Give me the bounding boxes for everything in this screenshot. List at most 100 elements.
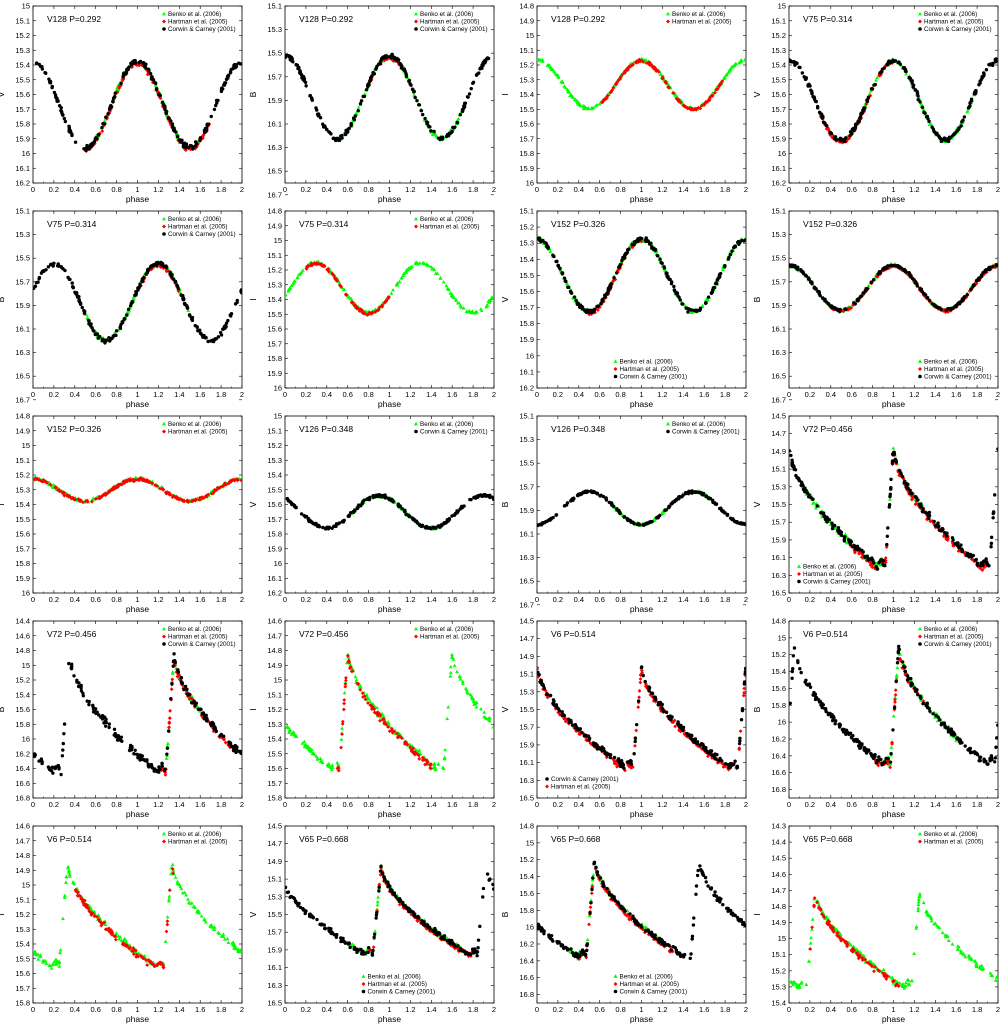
point [142, 62, 146, 66]
point [333, 138, 338, 143]
point [947, 135, 952, 140]
point [954, 305, 958, 309]
point [61, 113, 65, 117]
point [105, 113, 110, 118]
point [397, 279, 402, 284]
y-tick-label: 15 [22, 441, 30, 450]
point [239, 62, 242, 66]
point [134, 291, 139, 296]
x-tick-label: 1.6 [195, 595, 205, 604]
y-tick-label: 14.9 [267, 221, 282, 230]
legend-label: Corwin & Carney (2001) [924, 374, 992, 381]
y-tick-label: 16 [526, 179, 534, 188]
point [821, 296, 825, 301]
point [706, 295, 711, 299]
point [686, 307, 691, 311]
point [285, 292, 288, 297]
point [864, 288, 868, 292]
x-tick-label: 1 [135, 185, 139, 194]
point [206, 492, 211, 497]
point [96, 336, 100, 340]
point [844, 307, 848, 312]
y-tick-label: 15.5 [267, 485, 282, 494]
point [616, 268, 620, 273]
x-tick-label: 1 [387, 390, 391, 399]
legend-label: Corwin & Carney (2001) [420, 26, 488, 33]
point [148, 71, 153, 76]
point [153, 81, 158, 86]
point [639, 236, 644, 241]
point [389, 291, 394, 295]
point [681, 103, 686, 108]
point [358, 101, 363, 106]
point [235, 478, 240, 483]
point [209, 114, 213, 119]
point [407, 78, 412, 83]
point [872, 83, 876, 87]
x-tick-label: 0.2 [49, 595, 59, 604]
y-axis-label: I [248, 298, 258, 300]
point [460, 107, 465, 112]
series-points [34, 58, 242, 153]
point [88, 322, 92, 326]
y-tick-label: 15.2 [771, 31, 786, 40]
x-tick-label: 1.6 [195, 390, 205, 399]
point [566, 89, 570, 94]
point [288, 286, 292, 290]
x-tick-label: 0.4 [70, 185, 80, 194]
y-tick-label: 16 [274, 384, 282, 393]
point [82, 147, 86, 151]
point [903, 69, 908, 73]
point [856, 297, 861, 301]
point [744, 238, 746, 242]
point [915, 89, 919, 94]
point [309, 261, 314, 266]
y-tick-label: 15 [526, 31, 534, 40]
point [568, 289, 573, 294]
point [718, 271, 723, 276]
point [665, 271, 669, 275]
point [76, 497, 81, 502]
x-tick-label: 1.2 [405, 185, 415, 194]
y-tick-label: 15.8 [519, 319, 534, 328]
point [991, 61, 995, 66]
x-tick-label: 1.8 [468, 185, 478, 194]
panel-title: V126 P=0.348 [299, 424, 353, 434]
point [844, 138, 849, 143]
point [710, 288, 715, 292]
point [672, 284, 676, 289]
point [703, 101, 707, 106]
point [724, 72, 729, 77]
point [200, 496, 205, 501]
point [153, 483, 158, 488]
y-tick-label: 16.5 [267, 167, 282, 176]
point [121, 77, 126, 81]
point [222, 327, 226, 331]
legend-marker [162, 19, 166, 24]
point [676, 99, 681, 104]
point [736, 240, 740, 245]
point [158, 486, 162, 491]
y-axis-label: B [0, 296, 6, 302]
point [463, 101, 468, 105]
point [131, 295, 136, 299]
point [48, 80, 52, 85]
x-axis-label: phase [126, 604, 149, 614]
x-axis-label: phase [378, 399, 401, 409]
x-tick-label: 1.6 [447, 390, 457, 399]
legend-marker [918, 367, 922, 371]
y-tick-label: 15.6 [267, 325, 282, 334]
point [34, 61, 39, 66]
point [723, 264, 727, 268]
point [229, 67, 233, 72]
point [555, 73, 560, 78]
point [162, 105, 167, 109]
point [122, 317, 127, 321]
y-tick-label: 15.3 [771, 46, 786, 55]
point [120, 320, 124, 324]
data-points [285, 51, 491, 143]
point [410, 87, 415, 91]
y-tick-label: 14.8 [519, 2, 534, 11]
point [101, 122, 105, 126]
point [807, 82, 811, 86]
